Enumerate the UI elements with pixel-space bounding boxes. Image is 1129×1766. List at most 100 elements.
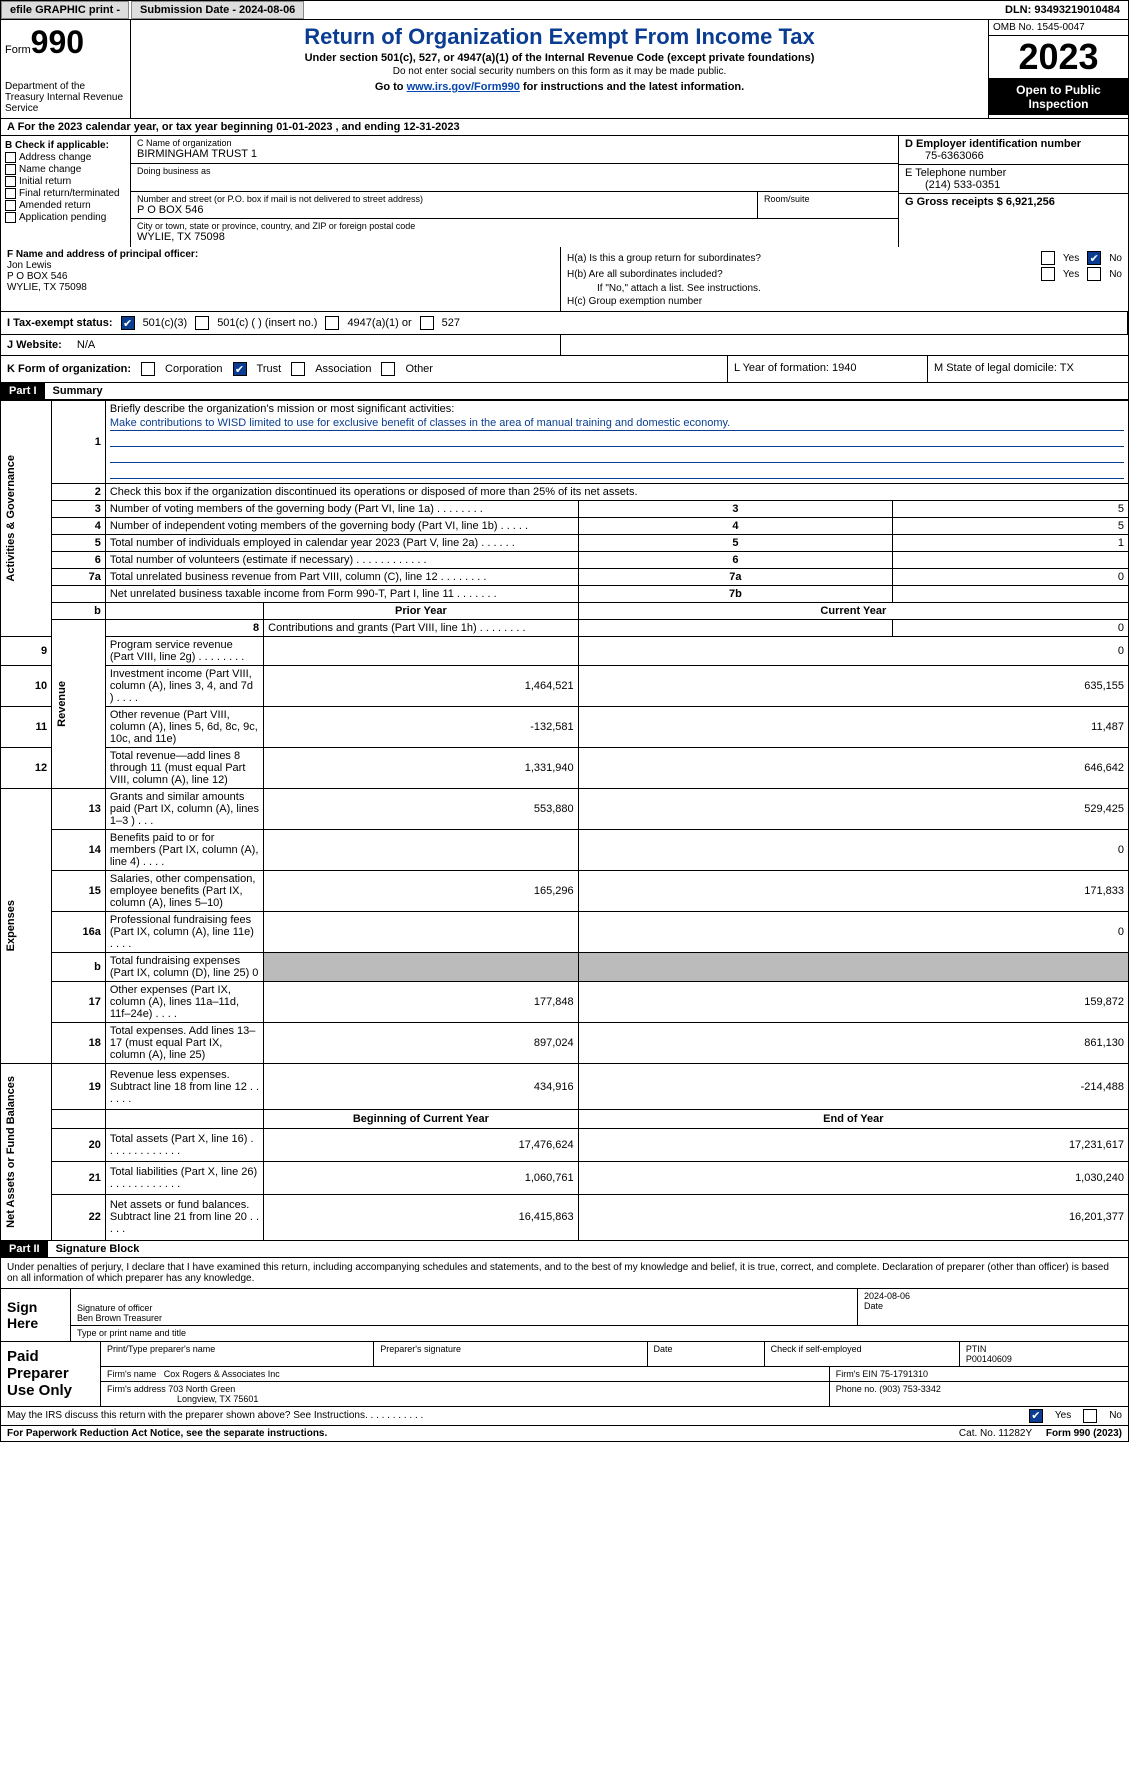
r8-prior bbox=[578, 620, 892, 637]
hdr-beg: Beginning of Current Year bbox=[264, 1110, 578, 1129]
hb-note: If "No," attach a list. See instructions… bbox=[567, 283, 1122, 294]
r16b-prior bbox=[264, 953, 578, 982]
r10-prior: 1,464,521 bbox=[264, 666, 578, 707]
chk-amended[interactable] bbox=[5, 200, 16, 211]
tab-expenses: Expenses bbox=[5, 890, 17, 961]
hdr-curr: Current Year bbox=[578, 603, 1128, 620]
r20-desc: Total assets (Part X, line 16) . . . . .… bbox=[105, 1129, 263, 1162]
r18-curr: 861,130 bbox=[578, 1023, 1128, 1064]
ha-label: H(a) Is this a group return for subordin… bbox=[567, 253, 761, 264]
chk-527[interactable] bbox=[420, 316, 434, 330]
r12-prior: 1,331,940 bbox=[264, 748, 578, 789]
col-c-org-info: C Name of organization BIRMINGHAM TRUST … bbox=[131, 136, 898, 247]
org-name: BIRMINGHAM TRUST 1 bbox=[137, 148, 892, 160]
r13-num: 13 bbox=[52, 789, 106, 830]
form-header: Form990 Department of the Treasury Inter… bbox=[0, 20, 1129, 119]
r7a-desc: Total unrelated business revenue from Pa… bbox=[105, 569, 578, 586]
yes-label: Yes bbox=[1063, 253, 1079, 264]
r7b-desc: Net unrelated business taxable income fr… bbox=[105, 586, 578, 603]
r20-num: 20 bbox=[52, 1129, 106, 1162]
col-b-checkboxes: B Check if applicable: Address change Na… bbox=[1, 136, 131, 247]
r17-desc: Other expenses (Part IX, column (A), lin… bbox=[105, 982, 263, 1023]
state-domicile: M State of legal domicile: TX bbox=[928, 356, 1128, 382]
ptin-label: PTIN bbox=[966, 1344, 987, 1354]
r15-prior: 165,296 bbox=[264, 871, 578, 912]
irs-link[interactable]: www.irs.gov/Form990 bbox=[407, 81, 520, 93]
hb-yes[interactable] bbox=[1041, 267, 1055, 281]
r14-num: 14 bbox=[52, 830, 106, 871]
r6-num: 6 bbox=[52, 552, 106, 569]
chk-trust[interactable]: ✔ bbox=[233, 362, 247, 376]
r19-desc: Revenue less expenses. Subtract line 18 … bbox=[105, 1064, 263, 1110]
part2-header: Part II bbox=[1, 1241, 48, 1257]
discuss-no[interactable] bbox=[1083, 1409, 1097, 1423]
officer-addr2: WYLIE, TX 75098 bbox=[7, 282, 554, 293]
addr-value: P O BOX 546 bbox=[137, 204, 751, 216]
firm-name-label: Firm's name bbox=[107, 1369, 156, 1379]
lbl-initial-return: Initial return bbox=[19, 176, 71, 187]
r16b-desc: Total fundraising expenses (Part IX, col… bbox=[105, 953, 263, 982]
part1-header: Part I bbox=[1, 383, 45, 399]
chk-other[interactable] bbox=[381, 362, 395, 376]
r12-num: 12 bbox=[1, 748, 52, 789]
r11-prior: -132,581 bbox=[264, 707, 578, 748]
r6-desc: Total number of volunteers (estimate if … bbox=[105, 552, 578, 569]
chk-initial-return[interactable] bbox=[5, 176, 16, 187]
dln: DLN: 93493219010484 bbox=[1005, 4, 1128, 16]
r12-desc: Total revenue—add lines 8 through 11 (mu… bbox=[105, 748, 263, 789]
hc-label: H(c) Group exemption number bbox=[567, 296, 702, 307]
r17-prior: 177,848 bbox=[264, 982, 578, 1023]
r22-num: 22 bbox=[52, 1194, 106, 1240]
chk-corp[interactable] bbox=[141, 362, 155, 376]
prep-name-label: Print/Type preparer's name bbox=[101, 1342, 374, 1366]
ha-no[interactable]: ✔ bbox=[1087, 251, 1101, 265]
r5-box: 5 bbox=[578, 535, 892, 552]
opt-4947: 4947(a)(1) or bbox=[347, 317, 411, 329]
r21-prior: 1,060,761 bbox=[264, 1161, 578, 1194]
chk-4947[interactable] bbox=[325, 316, 339, 330]
dba-label: Doing business as bbox=[137, 166, 892, 176]
gross-receipts: G Gross receipts $ 6,921,256 bbox=[905, 196, 1122, 208]
r14-prior bbox=[264, 830, 578, 871]
city-value: WYLIE, TX 75098 bbox=[137, 231, 892, 243]
prep-date-label: Date bbox=[648, 1342, 765, 1366]
r15-curr: 171,833 bbox=[578, 871, 1128, 912]
chk-address-change[interactable] bbox=[5, 152, 16, 163]
r3-num: 3 bbox=[52, 501, 106, 518]
mission-text: Make contributions to WISD limited to us… bbox=[110, 417, 1124, 431]
r18-desc: Total expenses. Add lines 13–17 (must eq… bbox=[105, 1023, 263, 1064]
r9-curr: 0 bbox=[578, 637, 1128, 666]
goto-pre: Go to bbox=[375, 81, 407, 93]
phone-label: Phone no. bbox=[836, 1384, 877, 1394]
r13-curr: 529,425 bbox=[578, 789, 1128, 830]
discuss-yes[interactable]: ✔ bbox=[1029, 1409, 1043, 1423]
r8-num: 8 bbox=[105, 620, 263, 637]
r12-curr: 646,642 bbox=[578, 748, 1128, 789]
chk-assoc[interactable] bbox=[291, 362, 305, 376]
goto-post: for instructions and the latest informat… bbox=[520, 81, 744, 93]
officer-sig-name: Ben Brown Treasurer bbox=[77, 1313, 162, 1323]
k-label: K Form of organization: bbox=[7, 363, 131, 375]
year-formation: L Year of formation: 1940 bbox=[728, 356, 928, 382]
firm-addr-label: Firm's address bbox=[107, 1384, 166, 1394]
chk-501c3[interactable]: ✔ bbox=[121, 316, 135, 330]
tab-governance: Activities & Governance bbox=[5, 445, 17, 592]
cat-no: Cat. No. 11282Y bbox=[959, 1428, 1032, 1439]
r11-desc: Other revenue (Part VIII, column (A), li… bbox=[105, 707, 263, 748]
hb-no[interactable] bbox=[1087, 267, 1101, 281]
q2-discontinued: Check this box if the organization disco… bbox=[105, 484, 1128, 501]
ha-yes[interactable] bbox=[1041, 251, 1055, 265]
r9-prior bbox=[264, 637, 578, 666]
r22-curr: 16,201,377 bbox=[578, 1194, 1128, 1240]
r17-curr: 159,872 bbox=[578, 982, 1128, 1023]
efile-print-button[interactable]: efile GRAPHIC print - bbox=[1, 1, 129, 19]
chk-501c[interactable] bbox=[195, 316, 209, 330]
firm-addr2: Longview, TX 75601 bbox=[107, 1394, 258, 1404]
opt-501c3: 501(c)(3) bbox=[143, 317, 188, 329]
chk-name-change[interactable] bbox=[5, 164, 16, 175]
chk-app-pending[interactable] bbox=[5, 212, 16, 223]
r10-curr: 635,155 bbox=[578, 666, 1128, 707]
r18-prior: 897,024 bbox=[264, 1023, 578, 1064]
chk-final-return[interactable] bbox=[5, 188, 16, 199]
form-word: Form bbox=[5, 44, 31, 56]
